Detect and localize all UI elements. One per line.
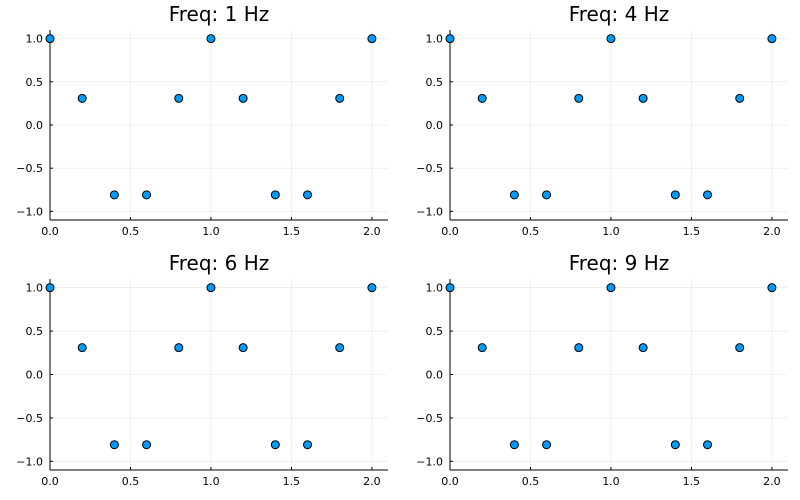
x-tick-label: 1.0	[202, 225, 220, 238]
x-tick-label: 0.0	[441, 225, 459, 238]
data-point	[638, 93, 648, 103]
data-point	[542, 440, 552, 450]
y-tick-label: −0.5	[416, 162, 443, 175]
data-point	[509, 440, 519, 450]
data-point	[206, 283, 216, 293]
x-tick-label: 1.5	[683, 475, 701, 488]
data-point	[670, 440, 680, 450]
x-tick-label: 0.0	[441, 475, 459, 488]
data-point	[270, 440, 280, 450]
y-tick-label: −1.0	[416, 455, 443, 468]
data-point	[174, 343, 184, 353]
x-tick-label: 1.5	[283, 225, 301, 238]
data-point	[735, 93, 745, 103]
data-point	[77, 93, 87, 103]
data-point	[767, 34, 777, 44]
subplot-1: Freq: 1 Hz 0.0 0.5 1.0 1.5 2.0 −1.0 −0.5 0.0 0.5…	[16, 2, 388, 238]
x-tick-label: 1.0	[602, 225, 620, 238]
data-point	[509, 190, 519, 200]
x-tick-label: 2.0	[763, 225, 781, 238]
data-point	[477, 93, 487, 103]
data-point	[109, 190, 119, 200]
y-tick-label: −1.0	[16, 455, 43, 468]
x-tick-label: 1.5	[683, 225, 701, 238]
data-point	[270, 190, 280, 200]
data-point	[735, 343, 745, 353]
y-tick-label: 0.5	[426, 76, 444, 89]
data-point	[77, 343, 87, 353]
y-tick-label: 1.0	[426, 33, 444, 46]
y-tick-label: 1.0	[426, 282, 444, 295]
subplot-3: Freq: 6 Hz 0.0 0.5 1.0 1.5 2.0 −1.0 −0.5 0.0 0.5…	[16, 251, 388, 488]
y-tick-label: −1.0	[416, 205, 443, 218]
data-point	[109, 440, 119, 450]
data-point	[303, 190, 313, 200]
subplot-4: Freq: 9 Hz 0.0 0.5 1.0 1.5 2.0 −1.0 −0.5 0.0 0.5…	[416, 251, 788, 488]
y-tick-label: −1.0	[16, 205, 43, 218]
x-tick-label: 0.0	[41, 225, 59, 238]
subplot-title: Freq: 6 Hz	[169, 251, 270, 275]
data-point	[703, 440, 713, 450]
data-point	[670, 190, 680, 200]
data-point	[142, 440, 152, 450]
x-tick-label: 0.5	[122, 475, 140, 488]
subplot-title: Freq: 4 Hz	[569, 2, 670, 26]
data-point	[335, 93, 345, 103]
data-point	[367, 34, 377, 44]
x-tick-label: 0.5	[522, 225, 540, 238]
data-point	[238, 93, 248, 103]
data-point	[542, 190, 552, 200]
subplot-title: Freq: 9 Hz	[569, 251, 670, 275]
data-point	[445, 34, 455, 44]
data-point	[142, 190, 152, 200]
subplot-2: Freq: 4 Hz 0.0 0.5 1.0 1.5 2.0 −1.0 −0.5 0.0 0.5…	[416, 2, 788, 238]
y-tick-label: 0.0	[26, 119, 44, 132]
data-point	[367, 283, 377, 293]
x-tick-label: 2.0	[363, 225, 381, 238]
y-tick-label: −0.5	[416, 412, 443, 425]
data-point	[606, 283, 616, 293]
x-tick-label: 1.0	[202, 475, 220, 488]
x-tick-label: 1.0	[602, 475, 620, 488]
y-tick-label: 0.5	[26, 325, 44, 338]
data-point	[206, 34, 216, 44]
y-tick-label: −0.5	[16, 162, 43, 175]
x-tick-label: 2.0	[763, 475, 781, 488]
y-tick-label: 0.0	[426, 369, 444, 382]
data-point	[638, 343, 648, 353]
data-point	[445, 283, 455, 293]
x-tick-label: 0.0	[41, 475, 59, 488]
data-point	[574, 343, 584, 353]
data-point	[477, 343, 487, 353]
x-tick-label: 1.5	[283, 475, 301, 488]
data-point	[574, 93, 584, 103]
x-tick-label: 0.5	[122, 225, 140, 238]
y-tick-label: 0.5	[26, 76, 44, 89]
subplot-title: Freq: 1 Hz	[169, 2, 270, 26]
data-point	[335, 343, 345, 353]
data-point	[703, 190, 713, 200]
y-tick-label: 1.0	[26, 282, 44, 295]
data-point	[606, 34, 616, 44]
data-point	[45, 283, 55, 293]
x-tick-label: 0.5	[522, 475, 540, 488]
y-tick-label: 1.0	[26, 33, 44, 46]
data-point	[767, 283, 777, 293]
data-point	[174, 93, 184, 103]
y-tick-label: −0.5	[16, 412, 43, 425]
data-point	[303, 440, 313, 450]
y-tick-label: 0.5	[426, 325, 444, 338]
y-tick-label: 0.0	[426, 119, 444, 132]
x-tick-label: 2.0	[363, 475, 381, 488]
data-point	[45, 34, 55, 44]
data-point	[238, 343, 248, 353]
y-tick-label: 0.0	[26, 369, 44, 382]
